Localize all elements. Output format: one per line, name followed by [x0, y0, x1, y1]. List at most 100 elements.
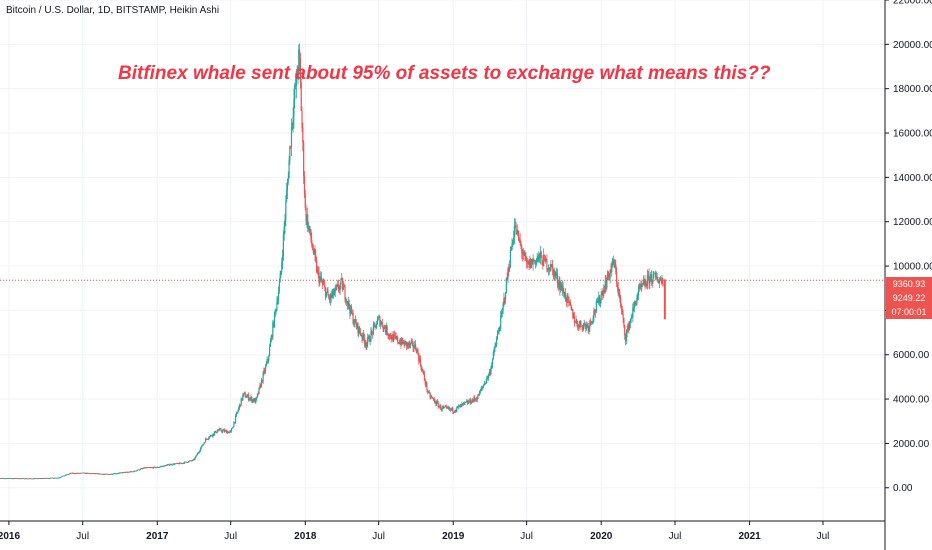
candle-body: [650, 273, 653, 282]
candle-body: [333, 292, 336, 296]
candle-body: [351, 313, 353, 314]
candle-body: [175, 463, 177, 465]
candle-body: [654, 272, 656, 274]
candle-body: [39, 478, 41, 480]
candle-body: [546, 259, 548, 270]
candle-layer: [0, 43, 666, 480]
candle-body: [626, 329, 628, 333]
candle-body: [28, 478, 30, 480]
candle-body: [454, 410, 456, 412]
candle-body: [11, 478, 13, 480]
candle-body: [399, 341, 401, 345]
candle-body: [406, 342, 409, 347]
candle-body: [110, 473, 113, 475]
candle-body: [649, 276, 651, 284]
candle-body: [69, 473, 71, 474]
candle-body: [346, 301, 348, 303]
candle-body: [588, 327, 590, 331]
candle-body: [240, 398, 242, 406]
candle-body: [48, 478, 50, 480]
candle-body: [188, 460, 190, 462]
annotation-text: Bitfinex whale sent about 95% of assets …: [118, 63, 771, 84]
candle-body: [84, 472, 86, 474]
candle-body: [632, 307, 634, 318]
candle-body: [566, 295, 568, 303]
candle-body: [437, 402, 439, 408]
candle-body: [217, 430, 220, 431]
candle-body: [97, 473, 100, 475]
x-tick-label: 2019: [442, 531, 465, 542]
candle-body: [435, 403, 437, 405]
candle-body: [360, 334, 362, 336]
candle-body: [560, 284, 563, 291]
candle-body: [367, 336, 370, 338]
candle-body: [222, 429, 224, 431]
candle-body: [119, 472, 122, 474]
candle-body: [499, 328, 501, 331]
candle-body: [416, 349, 418, 353]
candle-body: [535, 259, 537, 265]
candle-body: [393, 334, 396, 336]
candle-body: [216, 432, 218, 434]
candle-body: [24, 478, 26, 480]
candle-body: [234, 422, 236, 423]
candle-body: [313, 249, 315, 254]
candle-body: [77, 472, 79, 474]
candle-body: [45, 478, 47, 479]
candle-body: [291, 122, 293, 127]
candle-body: [573, 316, 575, 318]
candle-body: [322, 283, 324, 285]
candle-body: [590, 320, 592, 323]
candle-body: [300, 82, 302, 111]
x-tick-label: 2017: [146, 531, 169, 542]
candle-body: [345, 299, 347, 303]
candle-body: [637, 295, 639, 299]
candle-body: [599, 299, 602, 304]
candle-body: [507, 268, 509, 280]
candle-body: [290, 146, 292, 148]
candle-body: [431, 397, 434, 399]
candle-body: [13, 478, 15, 479]
candle-body: [468, 401, 470, 403]
candle-body: [44, 477, 46, 479]
candle-body: [88, 473, 91, 475]
candle-body: [250, 396, 252, 399]
candle-body: [364, 343, 366, 345]
candle-body: [203, 442, 205, 445]
candle-body: [365, 343, 367, 347]
candle-body: [160, 466, 162, 468]
candle-body: [280, 271, 282, 275]
candle-body: [0, 478, 2, 479]
candle-body: [198, 451, 200, 453]
candle-body: [501, 310, 503, 314]
candle-body: [577, 327, 580, 329]
candle-body: [61, 476, 63, 478]
candle-body: [422, 369, 424, 373]
candle-body: [618, 293, 620, 295]
candle-body: [189, 460, 191, 462]
candle-body: [471, 399, 473, 403]
candle-body: [429, 393, 431, 398]
candle-body: [604, 280, 606, 292]
candle-body: [614, 264, 616, 268]
candle-body: [337, 284, 339, 286]
candle-body: [54, 477, 57, 479]
candle-body: [509, 250, 512, 267]
candle-body: [142, 468, 144, 470]
candle-body: [236, 412, 238, 414]
candle-body: [504, 298, 506, 300]
candle-body: [208, 437, 210, 439]
candle-body: [390, 337, 392, 340]
candle-body: [530, 259, 532, 268]
x-tick-label: 2018: [294, 531, 317, 542]
candle-body: [510, 250, 512, 251]
candle-body: [633, 302, 636, 308]
candle-body: [431, 396, 433, 398]
candle-body: [30, 478, 32, 480]
candle-body: [358, 327, 360, 334]
candle-body: [271, 335, 273, 338]
candle-body: [593, 310, 595, 319]
candle-body: [542, 264, 544, 267]
